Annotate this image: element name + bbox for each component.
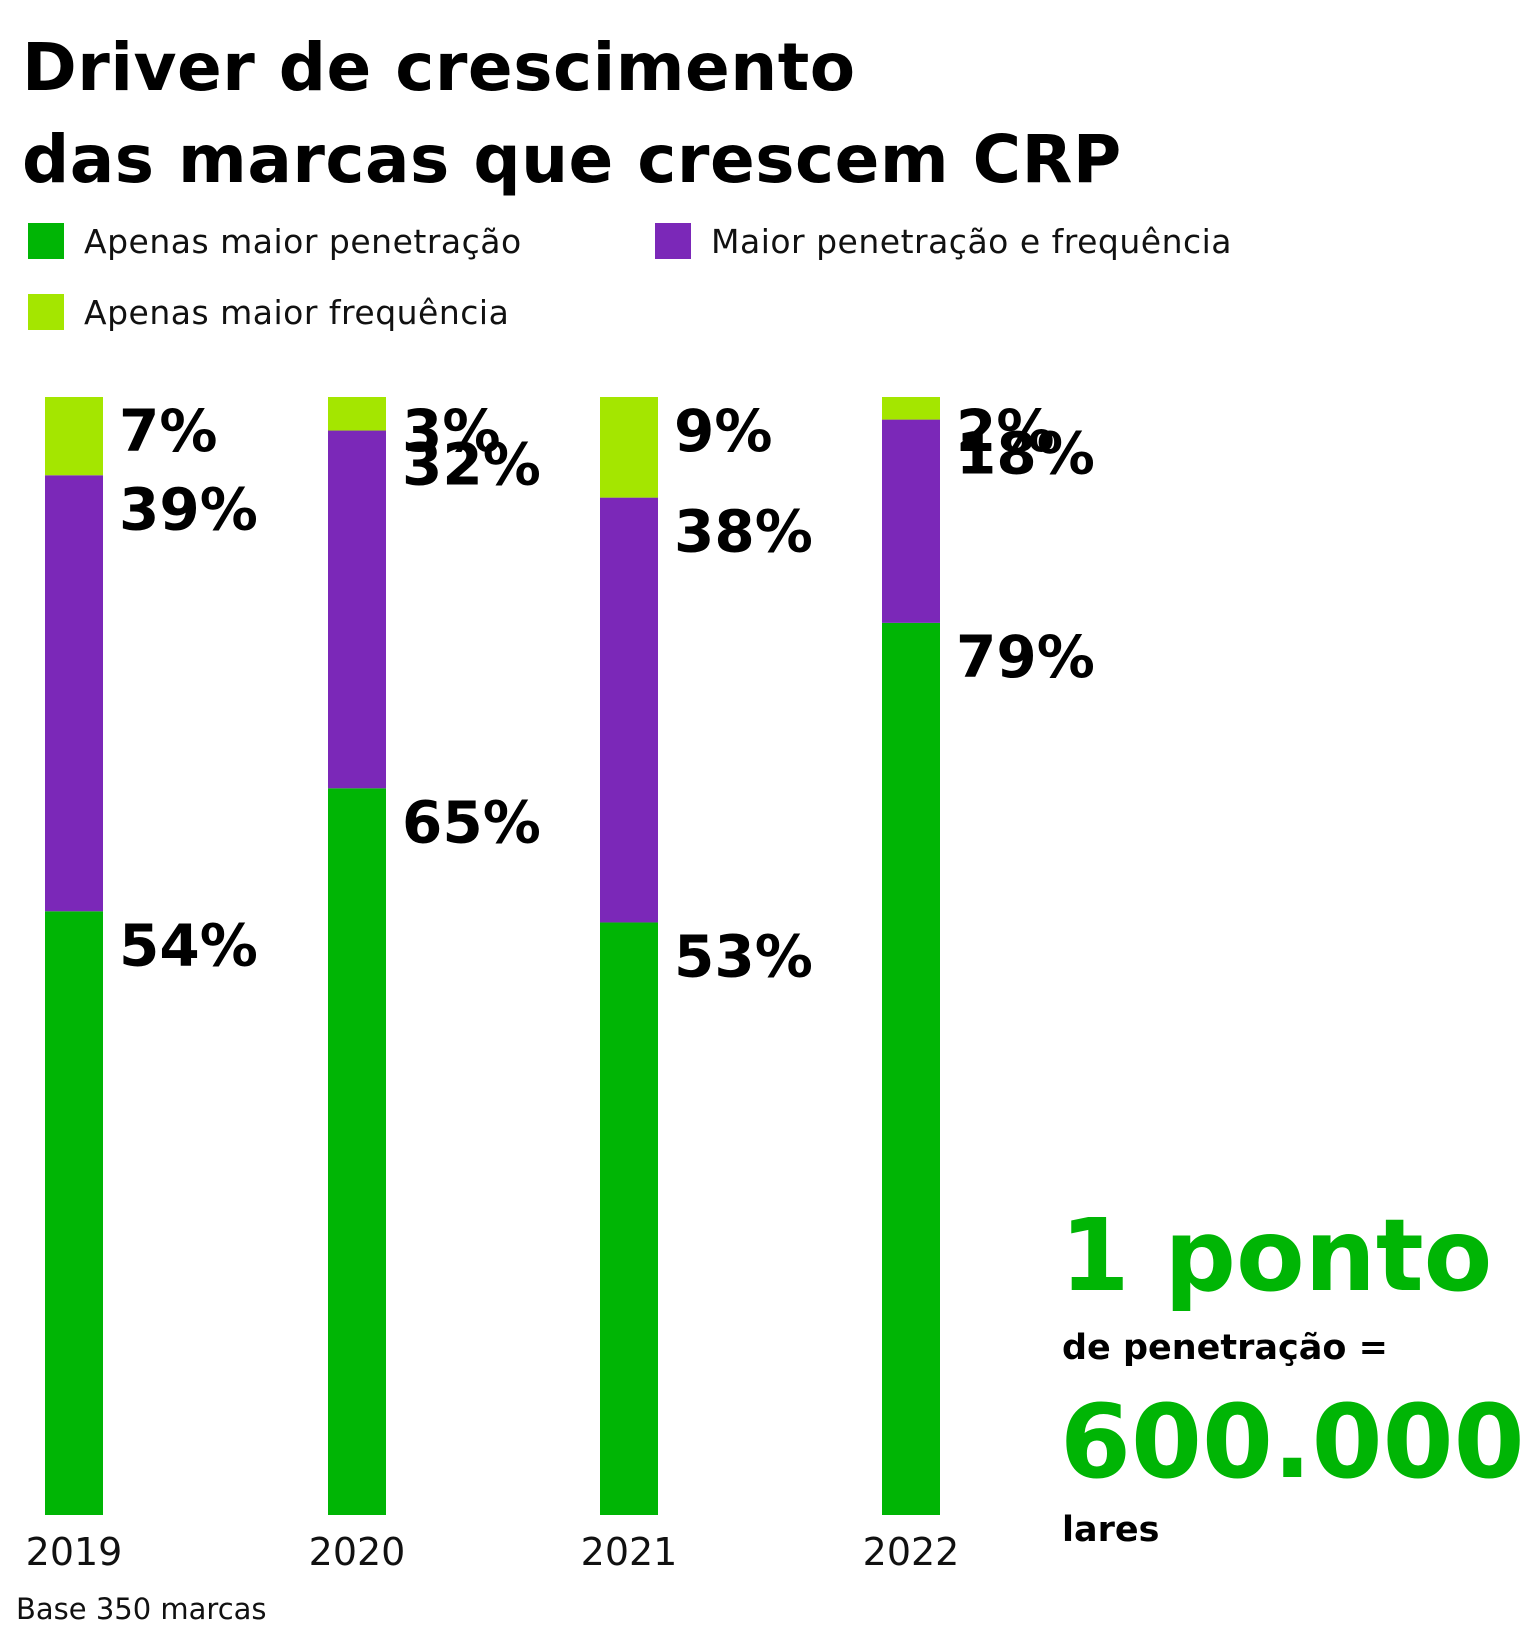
footnote: Base 350 marcas [16,1592,267,1626]
data-label-2020-apenas-maior-frequencia: 3% [402,397,500,465]
chart-title-line-2: das marcas que crescem CRP [22,121,1122,198]
callout-amount: 600.000 [1060,1383,1525,1502]
data-label-2020-apenas-maior-penetracao: 65% [402,788,541,856]
bar-2022-apenas-maior-frequencia [882,397,940,420]
legend-label-penetration: Apenas maior penetração [84,221,522,261]
data-label-2022-maior-penetracao-e-frequencia: 18% [956,420,1095,488]
callout-subtitle: de penetração = [1062,1328,1388,1368]
legend-item-penetration-frequency: Maior penetração e frequência [655,221,1232,261]
bar-2019-apenas-maior-frequencia [45,397,103,476]
x-tick-label-2020: 2020 [309,1530,406,1574]
bar-2020-apenas-maior-frequencia [328,397,386,431]
bar-2019-apenas-maior-penetracao [45,911,103,1515]
data-label-2022-apenas-maior-penetracao: 79% [956,623,1095,691]
bar-2021-apenas-maior-penetracao [600,922,658,1515]
data-label-2019-maior-penetracao-e-frequencia: 39% [119,475,258,543]
bar-2020-maior-penetracao-e-frequencia [328,430,386,789]
data-label-2019-apenas-maior-frequencia: 7% [119,397,217,465]
data-label-2020-maior-penetracao-e-frequencia: 32% [402,431,541,499]
data-label-2021-apenas-maior-penetracao: 53% [674,922,813,990]
chart-title: Driver de crescimento das marcas que cre… [22,22,1322,206]
data-label-2019-apenas-maior-penetracao: 54% [119,911,258,979]
legend-item-frequency: Apenas maior frequência [28,292,509,332]
legend-item-penetration: Apenas maior penetração [28,221,522,261]
data-label-2021-apenas-maior-frequencia: 9% [674,397,772,465]
legend-swatch-penetration [28,223,64,259]
bar-2022-maior-penetracao-e-frequencia [882,419,940,623]
bar-2022-apenas-maior-penetracao [882,622,940,1515]
legend-label-penetration-frequency: Maior penetração e frequência [711,221,1233,261]
x-tick-label-2022: 2022 [863,1530,960,1574]
x-tick-label-2021: 2021 [581,1530,678,1574]
data-label-2022-apenas-maior-frequencia: 2% [956,397,1054,465]
bar-2020-apenas-maior-penetracao [328,788,386,1515]
legend-swatch-frequency [28,294,64,330]
legend-label-frequency: Apenas maior frequência [84,292,510,332]
data-label-2021-maior-penetracao-e-frequencia: 38% [674,498,813,566]
chart-title-line-1: Driver de crescimento [22,29,856,106]
bar-2021-apenas-maior-frequencia [600,397,658,498]
bar-2019-maior-penetracao-e-frequencia [45,475,103,912]
legend-swatch-penetration-frequency [655,223,691,259]
callout-unit: lares [1062,1510,1160,1550]
x-tick-label-2019: 2019 [26,1530,123,1574]
bar-2021-maior-penetracao-e-frequencia [600,497,658,923]
callout-value: 1 ponto [1060,1197,1493,1314]
